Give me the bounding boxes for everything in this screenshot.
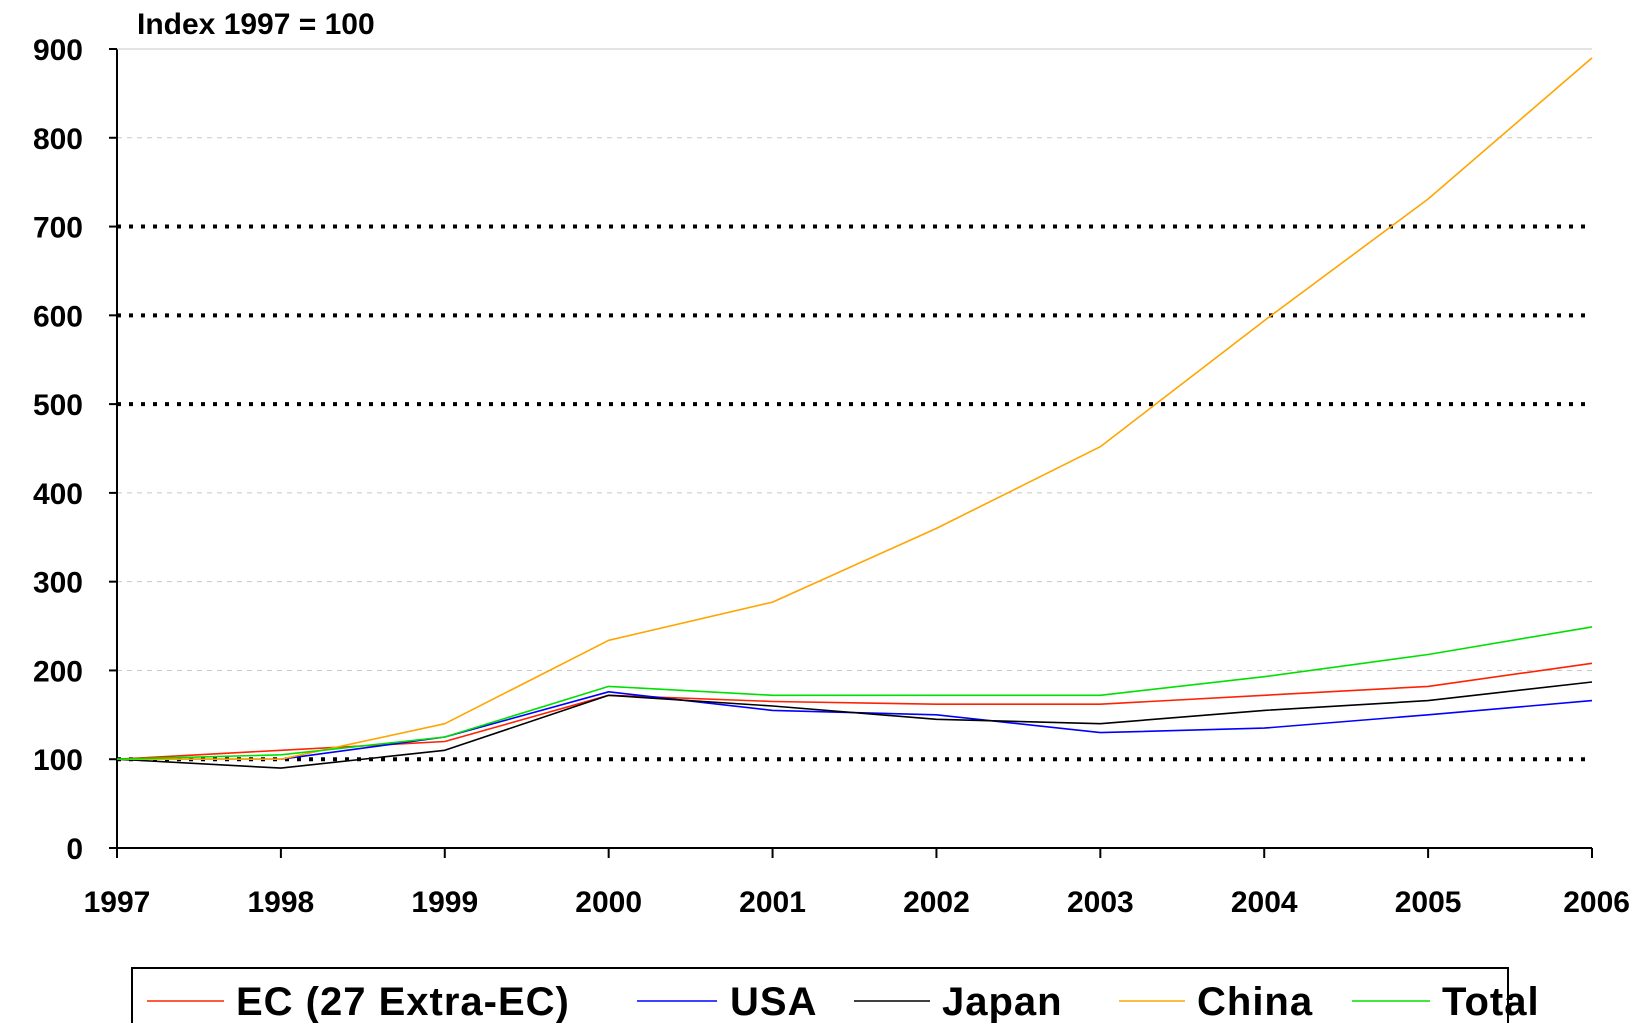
y-tick-label-700: 700 <box>33 212 83 245</box>
series-line-3 <box>117 57 1593 761</box>
x-tick-label-2006: 2006 <box>1563 886 1630 919</box>
y-tick-label-400: 400 <box>33 478 83 511</box>
legend-label-4: Total <box>1442 980 1540 1023</box>
x-tick-label-1997: 1997 <box>84 886 151 919</box>
y-tick-label-200: 200 <box>33 655 83 688</box>
y-tick-label-300: 300 <box>33 567 83 600</box>
x-tick-label-1998: 1998 <box>248 886 315 919</box>
legend-label-1: USA <box>730 980 817 1023</box>
x-tick-label-1999: 1999 <box>411 886 478 919</box>
series-line-2 <box>116 681 1593 769</box>
legend: EC (27 Extra-EC) USA Japan China Total <box>131 967 1540 1023</box>
y-tick-label-800: 800 <box>33 123 83 156</box>
y-tick-label-100: 100 <box>33 744 83 777</box>
y-tick-label-0: 0 <box>66 833 83 866</box>
x-tick-label-2003: 2003 <box>1067 886 1134 919</box>
series-line-0 <box>116 662 1593 760</box>
x-tick-label-2001: 2001 <box>739 886 806 919</box>
axes <box>109 48 1593 858</box>
x-tick-label-2005: 2005 <box>1395 886 1462 919</box>
series-lines <box>116 57 1593 769</box>
x-tick-labels: 1997 1998 1999 2000 2001 2002 2003 2004 2005 2006 <box>84 886 1630 919</box>
x-tick-label-2002: 2002 <box>903 886 970 919</box>
legend-label-2: Japan <box>942 980 1063 1023</box>
x-tick-label-2004: 2004 <box>1231 886 1298 919</box>
y-tick-label-900: 900 <box>33 34 83 67</box>
series-line-4 <box>116 626 1593 760</box>
y-tick-label-600: 600 <box>33 300 83 333</box>
gridlines <box>117 48 1592 762</box>
y-tick-labels: 0 100 200 300 400 500 600 700 800 900 <box>33 34 83 866</box>
legend-box <box>131 967 1509 1023</box>
legend-label-3: China <box>1197 980 1313 1023</box>
legend-label-0: EC (27 Extra-EC) <box>236 980 570 1023</box>
chart-title: Index 1997 = 100 <box>137 8 375 41</box>
y-tick-label-500: 500 <box>33 389 83 422</box>
x-tick-label-2000: 2000 <box>575 886 642 919</box>
